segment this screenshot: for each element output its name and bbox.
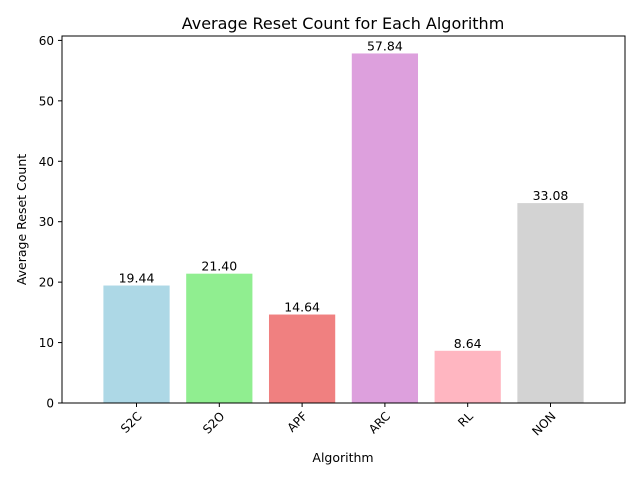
bar-s2c <box>103 285 170 403</box>
bar-value-label: 8.64 <box>454 336 482 351</box>
bar-s2o <box>186 273 253 403</box>
y-axis-label: Average Reset Count <box>14 154 29 285</box>
y-tick-label: 30 <box>39 215 54 229</box>
y-axis: 0 10 20 30 40 50 60 <box>39 34 62 411</box>
chart-title: Average Reset Count for Each Algorithm <box>182 14 505 33</box>
x-tick-label: RL <box>455 409 476 430</box>
x-tick-label: S2C <box>118 409 145 436</box>
x-tick-label: NON <box>529 409 558 438</box>
y-tick-label: 60 <box>39 34 54 48</box>
x-axis: S2C S2O APF ARC RL NON <box>118 403 559 439</box>
y-tick-label: 40 <box>39 155 54 169</box>
y-tick-label: 50 <box>39 94 54 108</box>
bar-value-label: 33.08 <box>533 188 569 203</box>
bar-value-label: 21.40 <box>201 259 237 274</box>
y-tick-label: 10 <box>39 336 54 350</box>
x-tick-label: APF <box>285 409 311 435</box>
bar-rl <box>434 350 501 403</box>
bar-value-label: 14.64 <box>284 300 320 315</box>
bar-non <box>517 203 584 403</box>
x-axis-label: Algorithm <box>312 450 373 465</box>
y-tick-label: 20 <box>39 276 54 290</box>
bars-group: 19.44 21.40 14.64 57.84 8.64 33.08 <box>103 38 584 403</box>
x-tick-label: S2O <box>200 409 227 436</box>
bar-apf <box>268 314 336 403</box>
x-tick-label: ARC <box>366 409 393 436</box>
plot-frame <box>61 35 626 404</box>
y-tick-label: 0 <box>46 397 54 411</box>
bar-arc <box>351 53 419 403</box>
bar-value-label: 57.84 <box>367 38 403 53</box>
bar-value-label: 19.44 <box>119 271 155 286</box>
